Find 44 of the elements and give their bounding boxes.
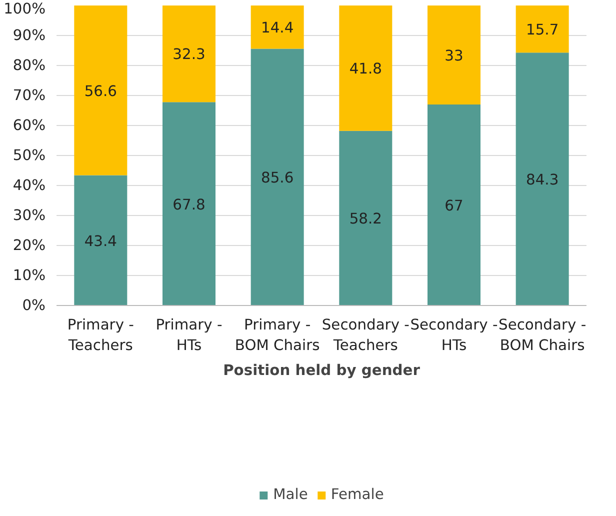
- bar: [516, 6, 569, 53]
- data-label: 58.2: [349, 210, 382, 228]
- data-label: 15.7: [526, 22, 559, 39]
- bar: [339, 6, 392, 131]
- x-tick-label: Primary - BOM Chairs: [234, 316, 320, 354]
- bar: [250, 6, 304, 49]
- data-label: 43.4: [84, 232, 117, 250]
- y-tick-label: 100%: [4, 0, 46, 18]
- x-tick-label: Secondary - BOM Chairs: [498, 316, 586, 354]
- bar: [516, 52, 569, 306]
- x-tick-label: Primary - Teachers: [67, 316, 134, 354]
- data-label: 84.3: [526, 172, 559, 189]
- data-label: 14.4: [261, 20, 294, 37]
- legend-label: Male: [273, 486, 308, 503]
- y-tick-label: 40%: [12, 177, 46, 194]
- y-tick-label: 60%: [12, 117, 46, 134]
- y-tick-label: 30%: [12, 207, 46, 224]
- bar: [428, 6, 480, 104]
- y-tick-label: 80%: [12, 57, 46, 74]
- y-tick-label: 10%: [12, 267, 46, 284]
- bar: [74, 175, 128, 306]
- data-label: 41.8: [349, 60, 382, 78]
- bar: [162, 102, 216, 306]
- bar: [339, 130, 392, 306]
- bar: [74, 6, 128, 176]
- data-label: 32.3: [172, 46, 206, 64]
- y-tick-label: 70%: [12, 87, 46, 104]
- data-label: 85.6: [261, 170, 294, 187]
- x-tick-label: Primary - HTs: [156, 316, 222, 354]
- legend-label: Female: [330, 486, 384, 503]
- bar: [428, 104, 480, 306]
- data-label: 56.6: [84, 82, 117, 100]
- data-label: 67.8: [172, 196, 206, 214]
- y-tick-label: 50%: [12, 147, 46, 164]
- bar: [250, 48, 304, 306]
- bar: [162, 6, 216, 102]
- y-tick-label: 90%: [12, 27, 46, 44]
- y-tick-label: 20%: [12, 237, 46, 254]
- data-label: 33: [444, 48, 464, 64]
- x-tick-label: Secondary - HTs: [410, 316, 498, 354]
- x-tick-label: Secondary - Teachers: [322, 316, 410, 354]
- data-label: 67: [444, 198, 464, 214]
- y-tick-label: 0%: [22, 297, 46, 314]
- x-axis-title: Position held by gender: [223, 362, 421, 379]
